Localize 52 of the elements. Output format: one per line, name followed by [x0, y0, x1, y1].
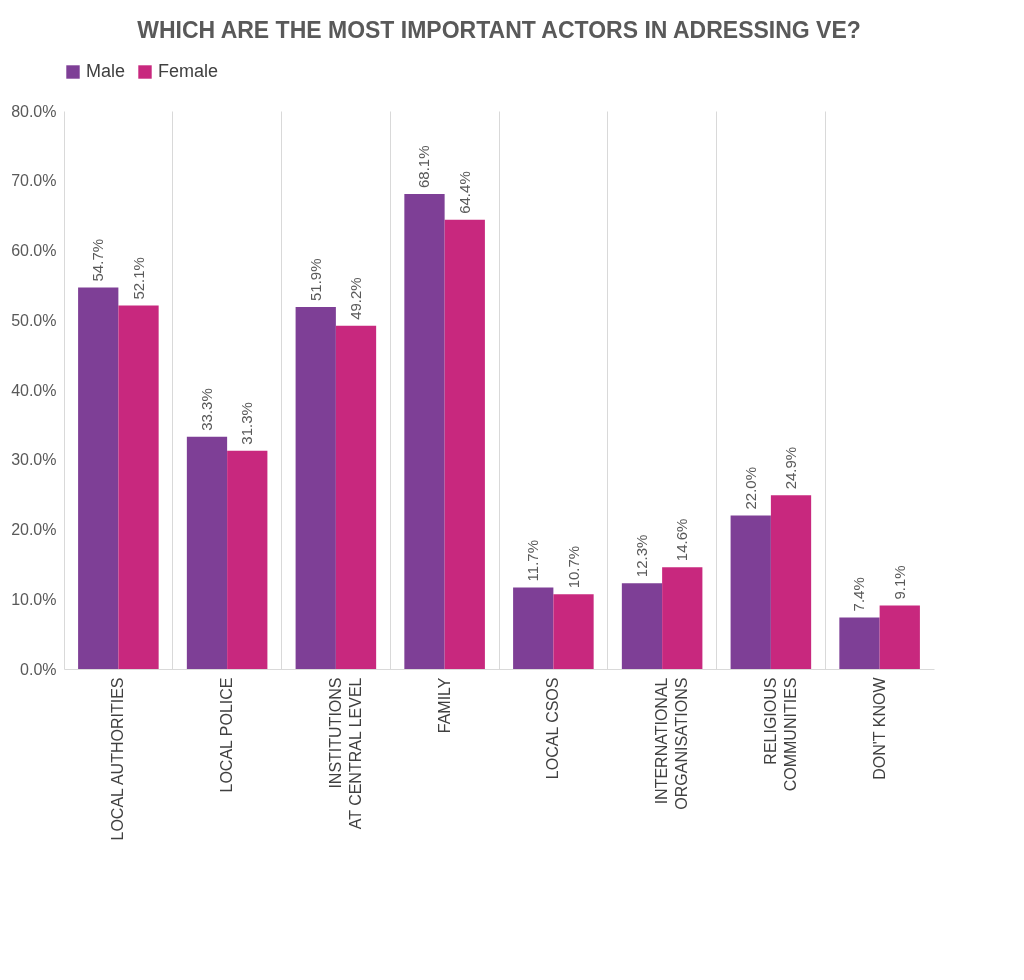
x-tick-label: RELIGIOUS COMMUNITIES [761, 677, 799, 792]
bar [295, 307, 336, 669]
bar [553, 594, 594, 669]
x-tick-label: FAMILY [435, 677, 453, 734]
bar [879, 605, 920, 669]
data-label: 14.6% [673, 518, 691, 562]
x-tick-label: DON'T KNOW [870, 676, 888, 780]
data-label: 64.4% [455, 171, 473, 214]
x-tick-label: INSTITUTIONS AT CENTRAL LEVEL [326, 677, 364, 830]
data-label: 24.9% [782, 446, 800, 490]
bar [444, 219, 485, 669]
bar [78, 287, 119, 669]
x-tick-label: LOCAL POLICE [218, 677, 236, 793]
bar [227, 450, 268, 669]
data-label: 33.3% [197, 388, 215, 431]
y-tick-label: 20.0% [11, 521, 57, 538]
data-label: 10.7% [564, 545, 582, 589]
y-tick-label: 60.0% [11, 242, 57, 259]
x-tick-label: INTERNATIONAL ORGANISATIONS [653, 677, 691, 810]
bar [186, 436, 228, 669]
data-label: 7.4% [850, 577, 868, 612]
y-tick-label: 10.0% [11, 590, 57, 608]
legend-label: Female [158, 61, 219, 81]
x-tick-label: LOCAL AUTHORITIES [109, 677, 127, 841]
data-label: 22.0% [741, 467, 759, 510]
data-label: 52.1% [129, 257, 147, 300]
data-label: 9.1% [890, 565, 908, 600]
data-label: 54.7% [89, 238, 107, 282]
y-tick-label: 50.0% [11, 311, 57, 329]
y-tick-label: 30.0% [11, 451, 57, 469]
bar [621, 583, 663, 669]
bar [118, 305, 159, 669]
data-label: 12.3% [632, 534, 650, 578]
y-tick-label: 70.0% [11, 172, 57, 190]
bar [404, 194, 445, 669]
bar [839, 617, 880, 669]
data-label: 49.2% [347, 277, 365, 320]
legend-label: Male [86, 61, 126, 81]
bar [513, 587, 554, 669]
data-label: 68.1% [415, 145, 433, 188]
chart-title: WHICH ARE THE MOST IMPORTANT ACTORS IN ADRESSING VE? [137, 17, 861, 43]
bar [730, 515, 771, 669]
x-tick-label: LOCAL CSOS [544, 677, 562, 780]
data-label: 51.9% [306, 258, 324, 301]
bar [770, 495, 812, 669]
y-tick-label: 40.0% [11, 381, 57, 399]
y-tick-label: 80.0% [11, 102, 57, 120]
bar [662, 567, 703, 669]
bar [335, 325, 377, 669]
data-label: 11.7% [524, 539, 542, 582]
data-label: 31.3% [238, 402, 256, 445]
y-tick-label: 0.0% [20, 660, 57, 678]
